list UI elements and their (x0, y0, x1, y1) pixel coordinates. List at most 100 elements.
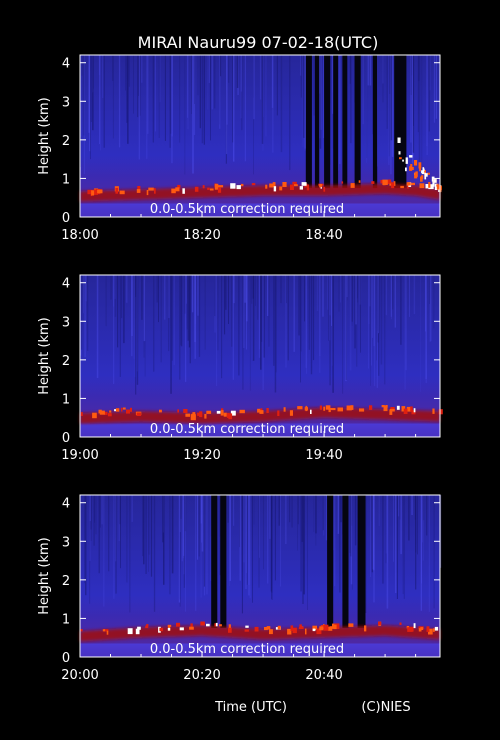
noise-streak (89, 495, 91, 561)
noise-streak (403, 495, 405, 599)
noise-streak (225, 275, 227, 310)
noise-streak (185, 275, 187, 382)
cloud-echo (126, 409, 130, 414)
noise-streak (370, 495, 371, 577)
cloud-echo (115, 408, 120, 412)
cloud-echo (146, 190, 149, 196)
noise-streak (171, 495, 174, 574)
noise-streak (133, 275, 135, 359)
cloud-echo (183, 409, 188, 413)
noise-streak (329, 275, 331, 316)
elevated-echo (431, 176, 435, 182)
noise-streak (372, 495, 374, 570)
noise-streak (204, 495, 206, 596)
noise-streak (320, 55, 322, 130)
noise-streak (310, 275, 313, 375)
noise-streak (349, 275, 352, 371)
x-tick-label: 18:40 (305, 228, 342, 243)
noise-streak (201, 495, 203, 543)
y-tick-label: 1 (62, 392, 70, 407)
cloud-echo (136, 412, 141, 416)
cloud-echo (294, 184, 298, 187)
noise-streak (146, 55, 148, 159)
attenuated-column (324, 55, 331, 189)
noise-streak (90, 495, 92, 541)
noise-streak (252, 275, 254, 360)
cloud-echo (217, 187, 222, 193)
noise-streak (267, 275, 269, 316)
noise-streak (90, 495, 92, 530)
cloud-echo (206, 410, 212, 414)
cloud-echo (104, 411, 108, 415)
noise-streak (197, 275, 199, 316)
noise-streak (394, 275, 396, 328)
elevated-echo (432, 180, 435, 187)
attenuated-column (305, 55, 312, 189)
noise-streak (278, 495, 280, 526)
noise-streak (338, 275, 340, 312)
elevated-echo (414, 160, 418, 166)
cloud-echo (299, 186, 303, 190)
noise-streak (418, 55, 421, 162)
cloud-echo (204, 414, 207, 419)
noise-streak (345, 275, 347, 382)
noise-streak (133, 55, 134, 114)
cloud-echo (159, 409, 162, 413)
y-axis-label: Height (km) (37, 97, 52, 174)
cloud-echo (389, 409, 393, 415)
noise-streak (237, 55, 239, 95)
noise-streak (89, 55, 91, 152)
cloud-echo (130, 407, 132, 412)
noise-streak (80, 275, 82, 356)
noise-streak (285, 275, 287, 368)
noise-streak (382, 55, 384, 84)
noise-streak (373, 275, 375, 347)
noise-streak (333, 495, 334, 551)
noise-streak (99, 55, 100, 145)
cloud-echo (103, 629, 109, 632)
noise-streak (420, 275, 421, 392)
noise-streak (411, 55, 413, 76)
noise-streak (349, 55, 351, 84)
noise-streak (232, 55, 234, 143)
noise-streak (208, 55, 210, 83)
noise-streak (163, 495, 165, 585)
noise-streak (113, 495, 115, 599)
noise-streak (210, 55, 211, 141)
plot-frame (79, 494, 441, 658)
noise-streak (85, 275, 87, 302)
noise-streak (138, 55, 140, 160)
attenuated-column (342, 495, 349, 629)
noise-streak (241, 55, 243, 131)
noise-streak (84, 275, 86, 358)
attenuated-column (342, 55, 348, 189)
noise-streak (271, 495, 272, 600)
cloud-echo (385, 405, 388, 408)
noise-streak (164, 275, 166, 320)
noise-streak (346, 275, 348, 298)
noise-streak (392, 275, 394, 310)
cloud-echo (269, 629, 273, 635)
cloud-echo (319, 405, 323, 410)
noise-streak (119, 275, 121, 377)
noise-streak (395, 495, 397, 593)
noise-streak (186, 275, 187, 304)
noise-streak (87, 275, 89, 351)
cloud-echo (266, 626, 271, 630)
cloud-echo (419, 183, 425, 189)
cloud-echo (230, 410, 236, 416)
noise-streak (293, 275, 295, 352)
cloud-echo (301, 182, 307, 186)
noise-streak (84, 55, 85, 175)
noise-streak (199, 55, 201, 129)
noise-streak (350, 495, 353, 585)
noise-streak (388, 55, 390, 165)
cloud-echo (259, 410, 264, 414)
noise-streak (81, 55, 83, 76)
y-tick-label: 3 (62, 535, 70, 550)
cloud-echo (348, 623, 354, 627)
noise-streak (374, 275, 376, 387)
noise-streak (315, 495, 317, 546)
cloud-echo (350, 183, 355, 188)
elevated-echo (414, 172, 418, 179)
